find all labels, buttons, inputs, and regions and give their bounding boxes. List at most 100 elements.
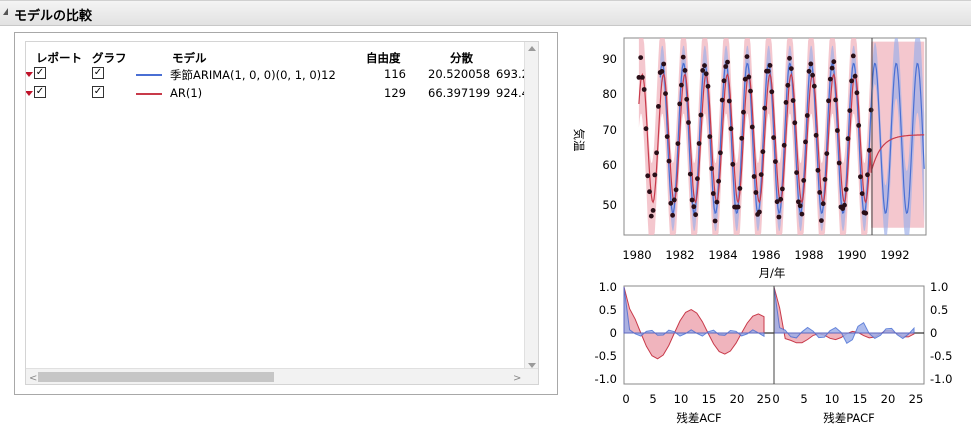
observed-point	[638, 55, 644, 60]
observed-point	[712, 218, 718, 224]
observed-point	[845, 136, 851, 142]
observed-point	[863, 210, 869, 216]
observed-point	[813, 132, 819, 138]
observed-point	[850, 53, 856, 59]
x-tick-label: 25	[757, 392, 772, 406]
scroll-left-icon[interactable]: <	[29, 373, 38, 384]
observed-point	[709, 166, 714, 171]
row-menu-triangle-icon[interactable]	[26, 91, 33, 96]
observed-point	[671, 197, 677, 203]
observed-point	[797, 203, 803, 209]
y-tick-label: 1.0	[599, 280, 617, 294]
x-tick-label: 1982	[665, 248, 694, 262]
observed-point	[758, 172, 764, 178]
header-graph: グラフ	[92, 51, 127, 65]
observed-point	[781, 142, 787, 148]
model-comparison-panel: レポート グラフ モデル 自由度 分散 ✓ ✓ 季節ARIMA(1, 0, 0)…	[14, 32, 558, 395]
observed-point	[843, 187, 849, 192]
observed-point	[691, 204, 697, 210]
acf-x-axis: 0 5 10 15 20 25	[622, 392, 771, 406]
observed-point	[808, 61, 814, 67]
observed-point	[858, 174, 863, 180]
observed-point	[726, 98, 732, 104]
observed-point	[680, 54, 686, 60]
observed-point	[723, 64, 729, 69]
forecast-points	[636, 53, 874, 224]
observed-point	[677, 101, 683, 107]
observed-point	[831, 59, 837, 65]
observed-point	[695, 176, 700, 182]
observed-point	[769, 89, 775, 95]
observed-point	[751, 174, 757, 179]
report-checkbox[interactable]: ✓	[34, 86, 46, 98]
acf-marks	[623, 286, 765, 360]
observed-point	[815, 167, 821, 173]
x-tick-label: 15	[702, 392, 717, 406]
acf-arima-area	[623, 286, 765, 338]
x-tick-label: 1988	[794, 248, 823, 262]
horizontal-scrollbar[interactable]: < >	[26, 368, 538, 384]
observed-point	[714, 199, 720, 205]
observed-point	[859, 191, 865, 197]
y-tick-label: -0.5	[930, 349, 952, 363]
x-tick-label: 25	[909, 392, 924, 406]
row-menu-triangle-icon[interactable]	[26, 72, 33, 77]
observed-point	[787, 55, 792, 61]
report-checkbox[interactable]: ✓	[34, 67, 46, 79]
observed-point	[801, 178, 807, 183]
x-tick-label: 1992	[880, 248, 909, 262]
extra-value: 924.4	[496, 86, 529, 100]
y-tick-label: 0.5	[599, 303, 617, 317]
observed-point	[728, 126, 734, 132]
model-name: 季節ARIMA(1, 0, 0)(0, 1, 0)12	[170, 68, 336, 82]
observed-point	[744, 54, 750, 59]
section-title: モデルの比較	[14, 9, 93, 24]
observed-point	[826, 98, 831, 104]
acf-left-y-axis: 1.0 0.5 0 -0.5 -1.0	[595, 280, 617, 386]
x-tick-label: 1990	[837, 248, 866, 262]
observed-point	[774, 199, 780, 205]
pacf-right-y-axis: 1.0 0.5 0 -0.5 -1.0	[930, 280, 952, 386]
series-color-swatch	[136, 74, 162, 76]
y-tick-label: 0	[610, 326, 617, 340]
observed-point	[820, 201, 826, 207]
observed-point	[705, 83, 711, 89]
scroll-down-icon[interactable]	[528, 363, 536, 368]
observed-point	[836, 160, 842, 166]
section-header[interactable]: モデルの比較	[0, 0, 971, 26]
scroll-up-icon[interactable]	[528, 46, 536, 51]
header-variance: 分散	[450, 51, 473, 65]
y-tick-label: -1.0	[595, 372, 617, 386]
observed-point	[810, 72, 815, 78]
y-tick-label: 60	[602, 158, 617, 172]
model-table: レポート グラフ モデル 自由度 分散 ✓ ✓ 季節ARIMA(1, 0, 0)…	[25, 41, 539, 385]
observed-point	[788, 66, 794, 71]
observed-point	[739, 135, 745, 141]
pacf-arima-area	[773, 286, 915, 345]
x-tick-label: 0	[622, 392, 629, 406]
model-name: AR(1)	[170, 86, 203, 100]
observed-point	[659, 69, 665, 74]
observed-point	[785, 82, 791, 88]
y-tick-label: 0	[930, 326, 937, 340]
observed-point	[696, 141, 702, 146]
observed-point	[792, 120, 798, 126]
graph-checkbox[interactable]: ✓	[92, 86, 104, 98]
observed-point	[735, 204, 741, 210]
vertical-scrollbar[interactable]	[524, 42, 538, 372]
observed-point	[668, 200, 674, 206]
graph-checkbox[interactable]: ✓	[92, 67, 104, 79]
scroll-thumb[interactable]	[38, 372, 274, 382]
scroll-right-icon[interactable]: >	[513, 373, 522, 384]
forecast-y-axis: 90 80 70 60 50	[602, 52, 617, 212]
acf-ar1-area	[623, 286, 765, 360]
observed-point	[703, 71, 709, 77]
disclosure-triangle-icon[interactable]	[3, 8, 8, 15]
x-tick-label: 20	[730, 392, 745, 406]
x-tick-label: 1986	[751, 248, 780, 262]
observed-point	[854, 90, 860, 96]
forecast-x-axis: 1980 1982 1984 1986 1988 1990 1992	[622, 248, 909, 262]
observed-point	[803, 139, 808, 145]
observed-point	[780, 186, 785, 192]
observed-point	[654, 150, 659, 156]
